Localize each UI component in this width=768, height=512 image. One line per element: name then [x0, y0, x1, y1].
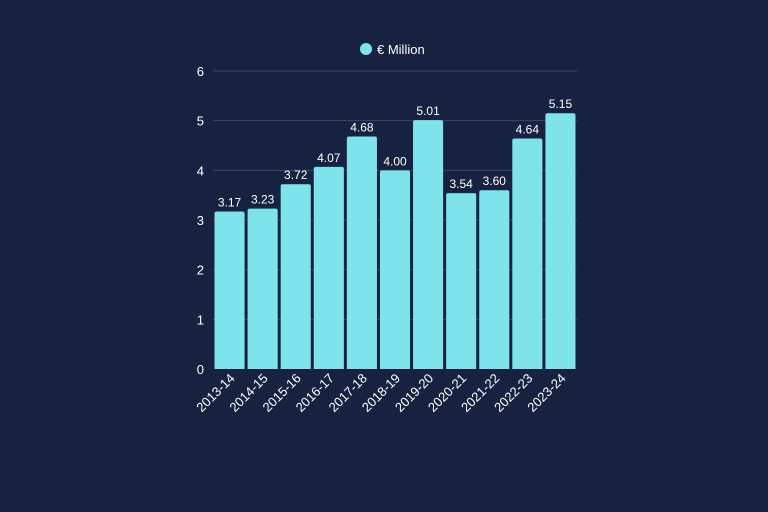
bar — [313, 166, 344, 369]
data-label: 4.68 — [350, 121, 374, 135]
y-tick-label: 1 — [197, 312, 204, 327]
bars — [214, 113, 576, 369]
bar — [280, 184, 311, 369]
data-label: 3.60 — [483, 174, 507, 188]
y-tick-label: 3 — [197, 213, 204, 228]
y-tick-label: 2 — [197, 263, 204, 278]
bar — [214, 211, 245, 369]
legend: € Million — [360, 42, 425, 57]
legend-label: € Million — [377, 42, 425, 57]
data-labels: 3.17 3.23 3.72 4.07 4.68 4.00 5.01 3.54 3.60 4.64… — [218, 97, 573, 209]
bar — [413, 120, 444, 369]
y-tick-label: 6 — [197, 64, 204, 79]
data-label: 5.15 — [549, 97, 573, 111]
bar — [512, 138, 543, 369]
data-label: 3.72 — [284, 168, 308, 182]
data-label: 3.23 — [251, 193, 275, 207]
y-axis-ticks: 0 1 2 3 4 5 6 — [197, 64, 204, 377]
bar — [346, 136, 377, 369]
y-tick-label: 5 — [197, 114, 204, 129]
data-label: 3.54 — [450, 177, 474, 191]
y-tick-label: 4 — [197, 163, 204, 178]
data-label: 4.64 — [516, 123, 540, 137]
x-axis-ticks: 2013-142014-152015-162016-172017-182018-… — [193, 371, 568, 415]
bar — [247, 208, 278, 369]
y-tick-label: 0 — [197, 362, 204, 377]
bar — [479, 190, 510, 369]
bar — [379, 170, 411, 369]
data-label: 4.07 — [317, 151, 341, 165]
bar — [545, 113, 576, 369]
data-label: 3.17 — [218, 196, 242, 210]
data-label: 5.01 — [416, 104, 440, 118]
legend-marker — [360, 43, 372, 55]
bar — [446, 193, 477, 369]
data-label: 4.00 — [383, 154, 407, 168]
